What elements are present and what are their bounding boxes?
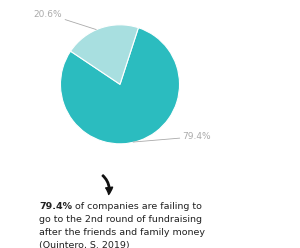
Text: go to the 2nd round of fundraising: go to the 2nd round of fundraising xyxy=(39,215,202,224)
Wedge shape xyxy=(61,28,179,144)
Text: 79.4%: 79.4% xyxy=(133,132,211,142)
Text: 79.4%: 79.4% xyxy=(39,202,72,211)
Text: after the friends and family money: after the friends and family money xyxy=(39,228,205,237)
Text: (Quintero, S. 2019): (Quintero, S. 2019) xyxy=(39,241,130,248)
Text: 20.6%: 20.6% xyxy=(34,10,96,30)
Text: of companies are failing to: of companies are failing to xyxy=(72,202,202,211)
Wedge shape xyxy=(70,25,138,84)
